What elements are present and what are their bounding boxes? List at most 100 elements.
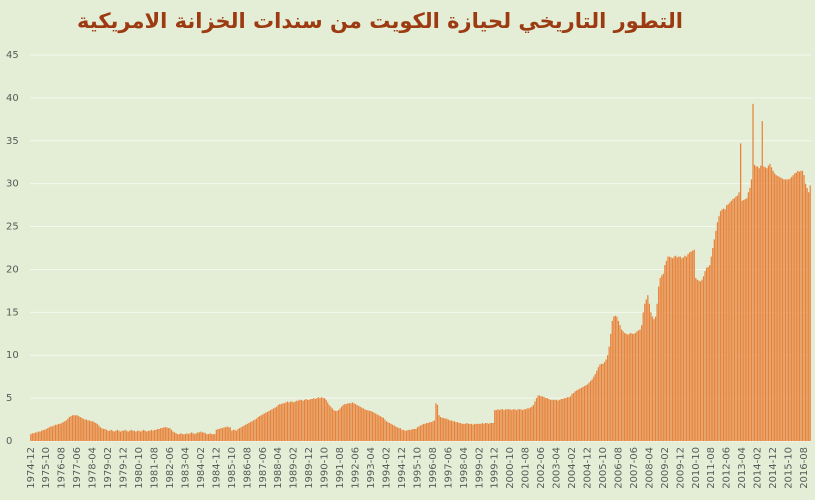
- bar: [410, 429, 412, 441]
- bar: [187, 434, 190, 441]
- bar: [240, 427, 242, 441]
- bar: [483, 423, 485, 441]
- bar: [798, 171, 801, 441]
- bar: [707, 266, 709, 441]
- bar: [607, 355, 609, 441]
- bar: [429, 422, 431, 441]
- bar: [614, 315, 616, 441]
- bar: [211, 434, 213, 441]
- bar: [766, 168, 768, 441]
- bar: [563, 398, 565, 441]
- bar: [294, 401, 296, 441]
- bar: [699, 281, 702, 441]
- bar: [153, 429, 156, 441]
- bar: [787, 179, 790, 441]
- bar: [95, 422, 97, 441]
- bar: [129, 430, 131, 441]
- bar: [47, 428, 49, 441]
- bar: [170, 429, 173, 441]
- bar: [147, 430, 149, 441]
- bar: [467, 423, 470, 441]
- bar: [781, 178, 784, 441]
- bar: [353, 403, 355, 441]
- bar: [458, 422, 460, 441]
- bar: [113, 431, 115, 441]
- bar: [104, 428, 106, 441]
- bar: [379, 416, 381, 441]
- bar: [169, 428, 171, 441]
- bar: [48, 427, 50, 441]
- bar: [118, 430, 120, 441]
- bar: [710, 256, 712, 441]
- bar: [741, 200, 743, 441]
- x-tick-label: 1998-04: [459, 447, 470, 489]
- bar: [322, 398, 324, 441]
- bar: [597, 367, 599, 441]
- bar: [613, 316, 615, 441]
- bar: [144, 430, 146, 441]
- bar: [345, 404, 347, 441]
- bar: [733, 198, 736, 441]
- bar: [399, 428, 402, 441]
- bar: [61, 422, 63, 441]
- x-tick-label: 1975-10: [41, 447, 52, 489]
- bar: [673, 256, 675, 441]
- bar: [435, 403, 437, 441]
- bar: [525, 409, 527, 441]
- bar: [190, 432, 193, 441]
- bar: [393, 425, 395, 441]
- bar: [388, 422, 391, 441]
- bar: [559, 399, 561, 441]
- bar: [486, 422, 488, 441]
- bar: [257, 416, 259, 441]
- bar: [51, 426, 54, 441]
- bar: [427, 422, 429, 441]
- bar: [755, 166, 757, 441]
- bar: [186, 433, 188, 441]
- bar: [549, 399, 552, 441]
- bar: [520, 409, 522, 441]
- bar: [572, 392, 575, 441]
- bar: [777, 175, 779, 442]
- x-tick-label: 2009-12: [675, 447, 686, 489]
- bar: [308, 399, 310, 441]
- bar: [661, 275, 663, 441]
- x-tick-label: 2016-08: [799, 447, 810, 489]
- bar: [727, 204, 729, 441]
- bar: [255, 418, 258, 441]
- bar: [523, 409, 525, 441]
- bar: [436, 404, 439, 441]
- bar: [469, 423, 471, 441]
- bar: [299, 399, 301, 441]
- bar: [344, 404, 346, 441]
- x-tick-label: 2004-02: [567, 447, 578, 489]
- bar: [263, 413, 265, 441]
- bar: [371, 411, 374, 441]
- bar: [430, 422, 432, 441]
- bar: [359, 406, 361, 441]
- bar: [376, 414, 378, 441]
- bar: [461, 423, 463, 441]
- bar: [452, 421, 454, 441]
- x-tick-label: 2006-08: [613, 447, 624, 489]
- bar: [599, 364, 601, 441]
- bar: [34, 432, 37, 441]
- bar: [276, 406, 278, 441]
- bar: [319, 398, 321, 441]
- bar: [183, 434, 185, 441]
- bar: [378, 415, 380, 441]
- bar: [526, 408, 528, 441]
- x-tick-label: 2001-08: [521, 447, 532, 489]
- bar: [36, 432, 38, 441]
- bar: [791, 176, 793, 441]
- x-tick-label: 1979-02: [103, 447, 114, 489]
- bar: [71, 415, 74, 441]
- bar: [671, 258, 674, 441]
- bar: [560, 398, 562, 441]
- bar: [180, 433, 182, 441]
- x-tick-label: 2002-06: [536, 447, 547, 489]
- bar: [460, 422, 462, 441]
- x-tick-label: 1988-04: [273, 447, 284, 489]
- bar: [348, 403, 350, 441]
- bar: [409, 429, 411, 441]
